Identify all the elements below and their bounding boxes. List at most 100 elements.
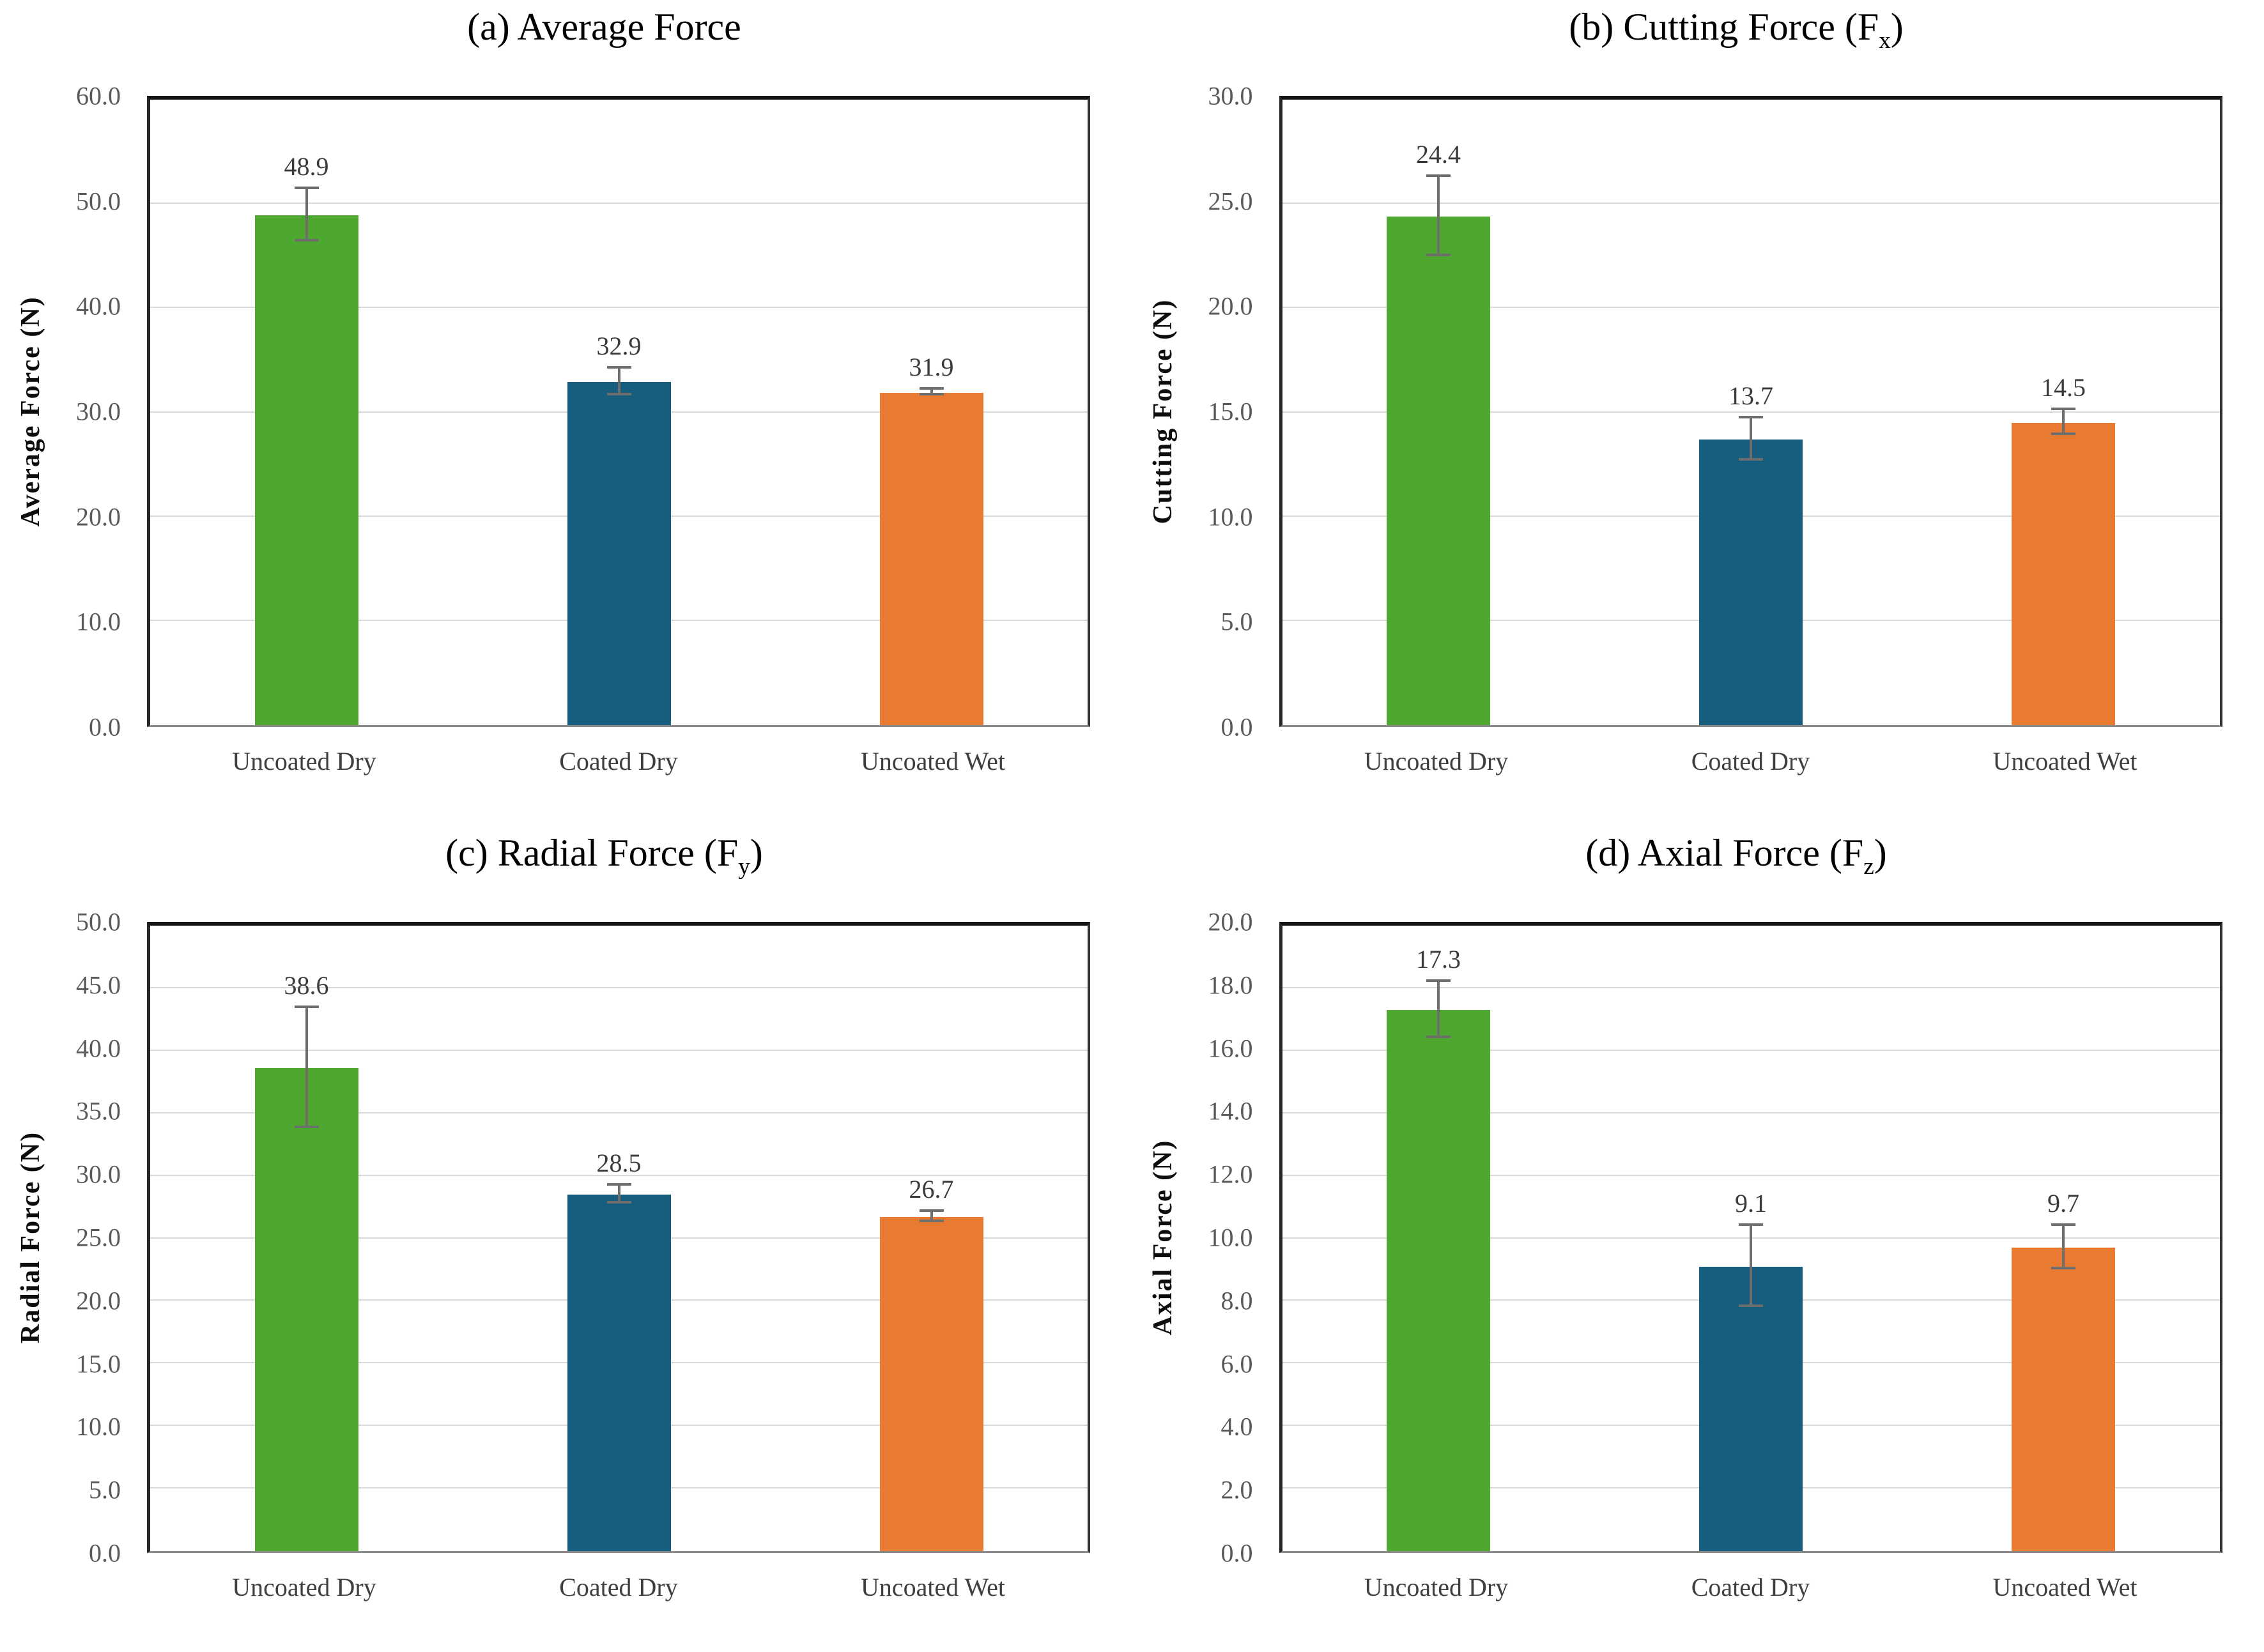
category-label: Uncoated Wet: [1992, 1573, 2137, 1602]
category-label: Coated Dry: [559, 747, 678, 776]
y-tick-label: 2.0: [1221, 1475, 1253, 1504]
chart-title-suffix: ): [1874, 832, 1887, 874]
chart-title: (d) Axial Force (Fz): [1228, 831, 2245, 878]
y-tick-label: 60.0: [76, 81, 121, 111]
bar-uncoated-dry: [1387, 1010, 1490, 1551]
y-tick-label: 30.0: [76, 397, 121, 426]
gridline: [1282, 203, 2220, 204]
gridline: [1282, 1174, 2220, 1176]
bar-uncoated-wet: [879, 392, 983, 725]
error-bar-cap: [2051, 1223, 2075, 1226]
y-tick-label: 0.0: [89, 1538, 121, 1568]
error-bar: [2062, 410, 2065, 436]
category-label: Uncoated Wet: [861, 1573, 1005, 1602]
error-bar-cap: [606, 1200, 631, 1204]
x-axis-category-labels: Uncoated Dry Coated Dry Uncoated Wet: [147, 740, 1090, 784]
value-label: 38.6: [284, 971, 329, 1000]
y-tick-label: 25.0: [76, 1223, 121, 1252]
chart-title: (b) Cutting Force (Fx): [1228, 5, 2245, 52]
error-bar: [305, 189, 308, 241]
y-tick-label: 30.0: [1208, 81, 1253, 111]
value-label: 9.1: [1735, 1188, 1767, 1218]
chart-title-subscript: x: [1879, 27, 1891, 54]
chart-panel-c: (c) Radial Force (Fy) Radial Force (N) 0…: [0, 826, 1132, 1652]
error-bar-cap: [919, 386, 944, 390]
gridline: [1282, 411, 2220, 413]
y-tick-label: 8.0: [1221, 1286, 1253, 1315]
bar-coated-dry: [1699, 439, 1803, 725]
y-tick-label: 20.0: [76, 1286, 121, 1315]
y-tick-label: 4.0: [1221, 1412, 1253, 1441]
error-bar-cap: [1426, 174, 1451, 177]
y-tick-label: 10.0: [76, 607, 121, 636]
y-tick-label: 10.0: [1208, 1223, 1253, 1252]
y-axis-tick-labels: 0.0 10.0 20.0 30.0 40.0 50.0 60.0: [0, 82, 131, 742]
error-bar-cap: [294, 187, 319, 190]
value-label: 24.4: [1416, 139, 1461, 169]
y-tick-label: 15.0: [1208, 397, 1253, 426]
value-label: 17.3: [1416, 945, 1461, 974]
value-label: 9.7: [2047, 1188, 2079, 1218]
gridline: [150, 986, 1088, 988]
error-bar-cap: [1426, 1036, 1451, 1039]
y-tick-label: 16.0: [1208, 1034, 1253, 1063]
error-bar: [1750, 418, 1752, 461]
error-bar: [1750, 1225, 1752, 1308]
error-bar: [1437, 982, 1440, 1039]
value-label: 26.7: [909, 1175, 954, 1204]
value-label: 14.5: [2041, 373, 2086, 402]
y-axis-tick-labels: 0.0 5.0 10.0 15.0 20.0 25.0 30.0 35.0 40.0 45.0 50…: [0, 908, 131, 1568]
category-label: Uncoated Wet: [861, 747, 1005, 776]
gridline: [150, 307, 1088, 309]
chart-title-text: (a) Average Force: [467, 6, 741, 48]
bar-uncoated-dry: [254, 1068, 358, 1551]
chart-panel-a: (a) Average Force Average Force (N) 0.0 1…: [0, 0, 1132, 826]
error-bar-cap: [1739, 1304, 1763, 1308]
error-bar-cap: [1739, 416, 1763, 419]
chart-title-subscript: y: [738, 853, 750, 880]
error-bar-cap: [294, 1126, 319, 1129]
chart-title-text: (d) Axial Force (F: [1585, 832, 1864, 874]
error-bar-cap: [919, 1220, 944, 1223]
chart-title: (c) Radial Force (Fy): [96, 831, 1113, 878]
error-bar-cap: [1739, 457, 1763, 461]
plot-area: 48.9 32.9 31.9: [147, 96, 1090, 727]
x-axis-category-labels: Uncoated Dry Coated Dry Uncoated Wet: [147, 1566, 1090, 1610]
error-bar-cap: [1426, 253, 1451, 256]
y-tick-label: 15.0: [76, 1349, 121, 1379]
value-label: 28.5: [596, 1149, 642, 1178]
category-label: Coated Dry: [559, 1573, 678, 1602]
error-bar-cap: [2051, 408, 2075, 411]
chart-panel-d: (d) Axial Force (Fz) Axial Force (N) 0.0…: [1132, 826, 2264, 1652]
y-axis-tick-labels: 0.0 5.0 10.0 15.0 20.0 25.0 30.0: [1132, 82, 1263, 742]
error-bar-cap: [1426, 979, 1451, 983]
x-axis-category-labels: Uncoated Dry Coated Dry Uncoated Wet: [1279, 1566, 2222, 1610]
chart-title-suffix: ): [750, 832, 763, 874]
error-bar: [930, 389, 933, 396]
y-tick-label: 12.0: [1208, 1159, 1253, 1189]
error-bar-cap: [294, 1006, 319, 1009]
bar-uncoated-dry: [1387, 216, 1490, 725]
bar-uncoated-dry: [254, 215, 358, 725]
error-bar: [305, 1008, 308, 1129]
error-bar: [2062, 1225, 2065, 1270]
y-tick-label: 6.0: [1221, 1349, 1253, 1379]
y-tick-label: 14.0: [1208, 1096, 1253, 1126]
y-tick-label: 40.0: [76, 1034, 121, 1063]
error-bar: [617, 1186, 620, 1204]
error-bar-cap: [606, 393, 631, 396]
category-label: Coated Dry: [1691, 1573, 1810, 1602]
y-tick-label: 18.0: [1208, 970, 1253, 1000]
y-tick-label: 5.0: [89, 1475, 121, 1504]
gridline: [1282, 307, 2220, 309]
chart-title-suffix: ): [1890, 6, 1904, 48]
y-tick-label: 35.0: [76, 1096, 121, 1126]
chart-title-text: (c) Radial Force (F: [445, 832, 739, 874]
chart-title-subscript: z: [1863, 853, 1874, 880]
y-tick-label: 10.0: [76, 1412, 121, 1441]
y-tick-label: 20.0: [1208, 291, 1253, 321]
gridline: [150, 1174, 1088, 1176]
error-bar-cap: [606, 1183, 631, 1186]
category-label: Uncoated Wet: [1992, 747, 2137, 776]
